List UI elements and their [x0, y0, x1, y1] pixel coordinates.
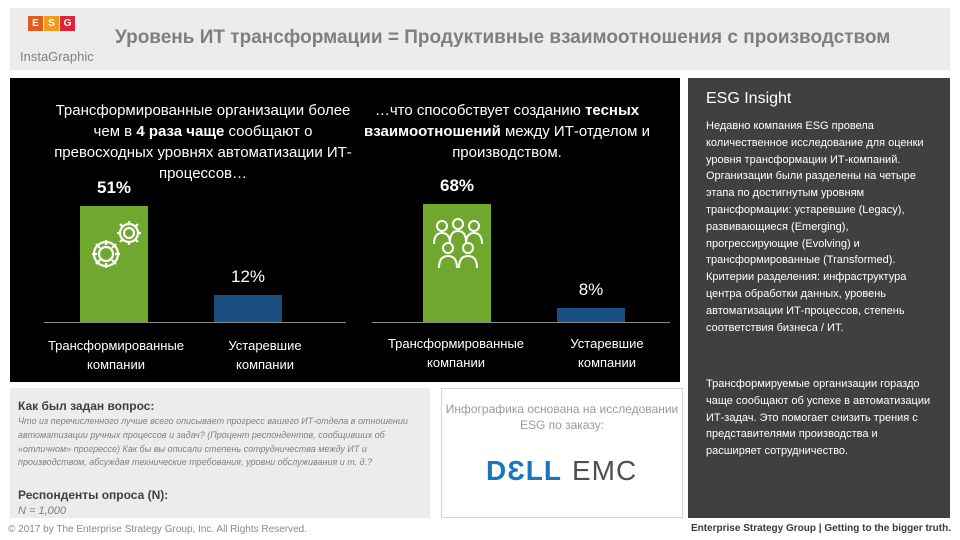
value-label-legacy-automation: 12%	[230, 266, 266, 286]
question-heading: Как был задан вопрос:	[18, 399, 155, 413]
page-title: Уровень ИТ трансформации = Продуктивные …	[115, 27, 891, 48]
esg-logo: E S G	[28, 16, 94, 48]
gears-icon	[92, 221, 141, 268]
logo-letter-e: E	[28, 16, 43, 31]
right-chart-caption: …что способствует созданию тесных взаимо…	[364, 102, 650, 161]
respondents-heading: Респонденты опроса (N):	[18, 488, 169, 502]
respondents-value: N = 1,000	[18, 505, 67, 517]
insight-title: ESG Insight	[706, 90, 792, 107]
logo-letter-s: S	[44, 16, 59, 31]
left-chart-axis	[44, 322, 346, 323]
copyright-text: © 2017 by The Enterprise Strategy Group,…	[8, 524, 307, 535]
right-category-transformed: Трансформированные компании	[387, 336, 525, 370]
methodology-box: Как был задан вопрос: Что из перечисленн…	[10, 388, 430, 518]
instagraphic-label: InstaGraphic	[20, 49, 94, 64]
right-category-legacy: Устаревшие компании	[570, 336, 644, 370]
insight-panel: ESG Insight Недавно компания ESG провела…	[688, 78, 950, 518]
people-group-icon	[433, 218, 483, 269]
question-text: Что из перечисленного лучше всего описыв…	[18, 416, 408, 468]
bar-legacy-collaboration	[557, 308, 625, 322]
value-label-legacy-collaboration: 8%	[578, 280, 604, 300]
insight-paragraph-2: Трансформируемые организации гораздо чащ…	[706, 378, 931, 458]
logo-letter-g: G	[60, 16, 75, 31]
sponsor-box: Инфографика основана на исследовании ESG…	[441, 388, 683, 518]
header-band	[10, 8, 950, 70]
value-label-transformed-automation: 51%	[96, 178, 132, 198]
bar-legacy-automation	[214, 294, 282, 322]
left-category-legacy: Устаревшие компании	[228, 338, 302, 372]
footer-tagline: Enterprise Strategy Group | Getting to t…	[690, 523, 951, 534]
value-label-transformed-collaboration: 68%	[439, 176, 475, 196]
emc-logo: EMC	[572, 455, 638, 486]
sponsor-text: Инфографика основана на исследовании ESG…	[445, 402, 679, 432]
right-chart-axis	[372, 322, 670, 323]
insight-paragraph-1: Недавно компания ESG провела количествен…	[706, 120, 924, 334]
left-chart-caption: Трансформированные организации более чем…	[54, 102, 352, 182]
left-category-transformed: Трансформированные компании	[47, 338, 185, 372]
dell-logo: DƐLL	[486, 455, 562, 486]
